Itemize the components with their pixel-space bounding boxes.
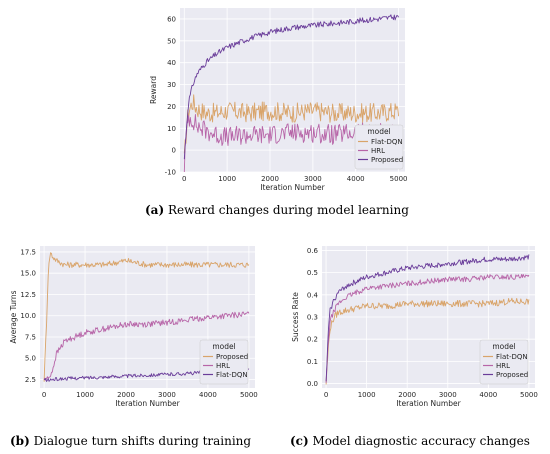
x-tick-label: 1000 bbox=[218, 175, 236, 183]
x-tick-label: 2000 bbox=[398, 391, 416, 399]
legend-entry: Proposed bbox=[216, 353, 248, 361]
panel-a: 0 1000 2000 3000 4000 5000 -10 0 10 20 30 40 50 60 Ite… bbox=[140, 0, 420, 200]
x-tick-label: 5000 bbox=[390, 175, 408, 183]
legend-entry: HRL bbox=[216, 362, 230, 370]
y-tick-label: 0.1 bbox=[307, 358, 318, 366]
panel-c: 0 1000 2000 3000 4000 5000 0.0 0.1 0.2 0.3 0.4 0.5 0… bbox=[280, 238, 550, 428]
panel-b: 0 1000 2000 3000 4000 5000 2.5 5.0 7.5 10.0 12.5 15… bbox=[0, 238, 270, 428]
legend-entry: Flat-DQN bbox=[216, 371, 248, 379]
caption-b-label: (b) bbox=[10, 434, 30, 448]
y-axis-label: Success Rate bbox=[291, 292, 300, 342]
legend-entry: HRL bbox=[371, 147, 385, 155]
series-line-proposed bbox=[183, 14, 399, 160]
legend-title: model bbox=[367, 127, 390, 136]
x-tick-label: 4000 bbox=[199, 391, 217, 399]
y-tick-label: 0.5 bbox=[307, 269, 318, 277]
legend-entry: Flat-DQN bbox=[496, 353, 528, 361]
y-tick-label: 50 bbox=[167, 37, 176, 45]
caption-a: (a) Reward changes during model learning bbox=[145, 203, 409, 217]
caption-b: (b) Dialogue turn shifts during training bbox=[10, 434, 251, 448]
caption-c: (c) Model diagnostic accuracy changes bbox=[290, 434, 530, 448]
series-line-proposed bbox=[43, 252, 250, 382]
y-tick-label: 15.0 bbox=[20, 270, 36, 278]
y-axis-label: Reward bbox=[149, 76, 158, 104]
y-tick-label: 40 bbox=[167, 59, 176, 67]
x-tick-label: 2000 bbox=[117, 391, 135, 399]
x-tick-label: 1000 bbox=[76, 391, 94, 399]
caption-b-text: Dialogue turn shifts during training bbox=[29, 434, 252, 448]
y-tick-label: 7.5 bbox=[25, 333, 36, 341]
y-tick-label: 0.6 bbox=[307, 247, 319, 255]
caption-a-text: Reward changes during model learning bbox=[164, 203, 409, 217]
y-tick-label: -10 bbox=[165, 169, 176, 177]
x-tick-label: 0 bbox=[42, 391, 46, 399]
x-tick-label: 5000 bbox=[240, 391, 258, 399]
legend-entry: Flat-DQN bbox=[371, 138, 403, 146]
legend-box bbox=[199, 339, 249, 385]
y-tick-label: 0.0 bbox=[307, 380, 318, 388]
average-turns-chart: 0 1000 2000 3000 4000 5000 2.5 5.0 7.5 10.0 12.5 15… bbox=[9, 246, 258, 408]
x-tick-label: 1000 bbox=[358, 391, 376, 399]
x-tick-label: 3000 bbox=[304, 175, 322, 183]
x-tick-label: 3000 bbox=[439, 391, 457, 399]
y-tick-label: 60 bbox=[167, 15, 176, 23]
y-tick-label: 5.0 bbox=[25, 355, 36, 363]
y-tick-label: 0.2 bbox=[307, 336, 318, 344]
y-tick-label: 30 bbox=[167, 81, 176, 89]
series-line-hrl bbox=[325, 273, 530, 383]
x-tick-label: 4000 bbox=[347, 175, 365, 183]
legend-entry: Proposed bbox=[371, 156, 403, 164]
y-tick-label: 0.4 bbox=[307, 291, 319, 299]
success-rate-chart: 0 1000 2000 3000 4000 5000 0.0 0.1 0.2 0.3 0.4 0.5 0… bbox=[291, 246, 538, 408]
x-tick-label: 0 bbox=[324, 391, 328, 399]
caption-c-label: (c) bbox=[290, 434, 309, 448]
series-line-proposed bbox=[325, 254, 530, 382]
series-line-flat-dqn bbox=[325, 297, 530, 385]
x-tick-label: 4000 bbox=[479, 391, 497, 399]
y-tick-label: 12.5 bbox=[20, 291, 36, 299]
y-tick-label: 10.0 bbox=[20, 312, 36, 320]
y-tick-label: 2.5 bbox=[25, 376, 36, 384]
x-axis-label: Iteration Number bbox=[115, 399, 180, 408]
legend-title: model bbox=[492, 342, 515, 351]
y-tick-label: 0.3 bbox=[307, 314, 318, 322]
x-axis-label: Iteration Number bbox=[396, 399, 461, 408]
legend-entry: HRL bbox=[496, 362, 510, 370]
x-axis-label: Iteration Number bbox=[260, 183, 325, 192]
legend-entry: Proposed bbox=[496, 371, 528, 379]
legend-box bbox=[479, 339, 529, 385]
legend-title: model bbox=[212, 342, 235, 351]
series-line-flat-dqn bbox=[183, 94, 400, 154]
y-tick-label: 10 bbox=[167, 125, 176, 133]
x-tick-label: 2000 bbox=[261, 175, 279, 183]
x-tick-label: 3000 bbox=[158, 391, 176, 399]
y-tick-label: 20 bbox=[167, 103, 176, 111]
legend-box bbox=[354, 124, 404, 170]
y-tick-label: 0 bbox=[172, 147, 176, 155]
x-tick-label: 0 bbox=[182, 175, 186, 183]
caption-a-label: (a) bbox=[145, 203, 165, 217]
caption-c-text: Model diagnostic accuracy changes bbox=[308, 434, 530, 448]
series-line-hrl bbox=[43, 311, 250, 381]
y-axis-label: Average Turns bbox=[9, 290, 18, 343]
x-tick-label: 5000 bbox=[520, 391, 538, 399]
y-tick-label: 17.5 bbox=[20, 248, 36, 256]
reward-chart: 0 1000 2000 3000 4000 5000 -10 0 10 20 30 40 50 60 Ite… bbox=[149, 8, 408, 192]
